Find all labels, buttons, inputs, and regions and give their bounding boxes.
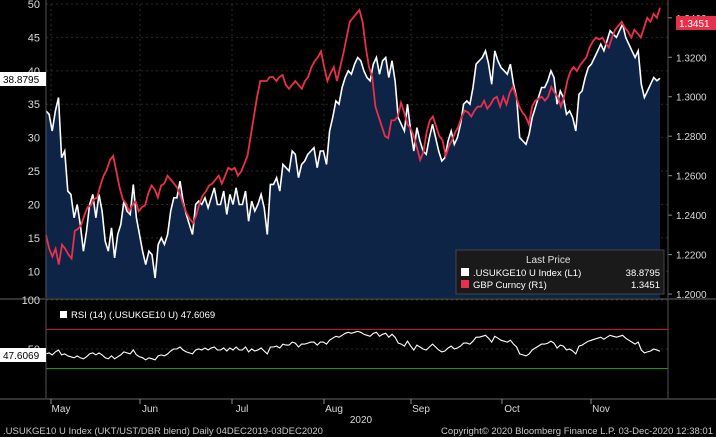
footer-right: Copyright© 2020 Bloomberg Finance L.P. 0…: [441, 426, 713, 437]
left-tick-label: 10: [28, 266, 40, 278]
legend-value-index: 38.8795: [626, 268, 660, 279]
legend: Last Price .USUKGE10 U Index (L1) 38.879…: [455, 249, 665, 295]
gbp-series-line: [45, 7, 661, 265]
left-tick-label: 50: [28, 0, 40, 11]
legend-value-gbp: 1.3451: [631, 280, 660, 291]
index-area-fill: [46, 24, 660, 298]
legend-label-index: .USUKGE10 U Index (L1): [473, 268, 581, 279]
month-label: Oct: [504, 404, 520, 415]
right-tick-label: 1.2000: [676, 290, 707, 301]
rsi-label-text: RSI (14) (.USUKGE10 U) 47.6069: [71, 310, 215, 321]
right-last-tag: 1.3451: [676, 16, 716, 30]
right-tick-label: 1.2200: [676, 251, 707, 262]
left-tick-label: 30: [28, 133, 40, 145]
rsi-axis-ticks: 10050: [22, 295, 40, 356]
rsi-tick-label: 100: [22, 295, 40, 307]
left-tick-label: 25: [28, 166, 40, 178]
rsi-value-tag-text: 47.6069: [3, 351, 40, 362]
right-tick-label: 1.2600: [676, 172, 707, 183]
month-label: Jun: [142, 404, 158, 415]
month-label: Aug: [325, 404, 343, 415]
legend-swatch-gbp: [461, 280, 469, 288]
rsi-label: RSI (14) (.USUKGE10 U) 47.6069: [60, 310, 215, 321]
index-series-line: [45, 21, 661, 279]
right-tick-label: 1.2400: [676, 211, 707, 222]
right-tick-label: 1.3200: [676, 53, 707, 64]
month-label: May: [52, 404, 71, 415]
left-tick-label: 35: [28, 99, 40, 111]
month-label: Sep: [412, 404, 430, 415]
rsi-value-tag: 47.6069: [0, 348, 46, 362]
legend-label-gbp: GBP Curncy (R1): [473, 280, 547, 291]
rsi-line: [45, 330, 661, 361]
right-last-tag-text: 1.3451: [679, 19, 710, 30]
x-axis-ticks: May Jun Jul Aug Sep Oct Nov: [50, 399, 610, 415]
footer-left: .USUKGE10 U Index (UKT/UST/DBR blend) Da…: [3, 426, 323, 437]
month-label: Jul: [236, 404, 249, 415]
rsi-grid: [46, 299, 668, 350]
legend-swatch-index: [461, 268, 469, 276]
right-tick-label: 1.3000: [676, 93, 707, 104]
left-last-tag: 38.8795: [0, 72, 46, 86]
left-tick-label: 45: [28, 32, 40, 44]
legend-title: Last Price: [526, 255, 571, 266]
month-label: Nov: [592, 404, 610, 415]
left-last-tag-text: 38.8795: [3, 75, 40, 86]
year-label: 2020: [350, 415, 373, 426]
right-tick-label: 1.2800: [676, 132, 707, 143]
left-tick-label: 20: [28, 199, 40, 211]
left-tick-label: 15: [28, 233, 40, 245]
right-axis-ticks: 1.2000 1.2200 1.2400 1.2600 1.2800 1.3000 1.32…: [668, 14, 707, 301]
